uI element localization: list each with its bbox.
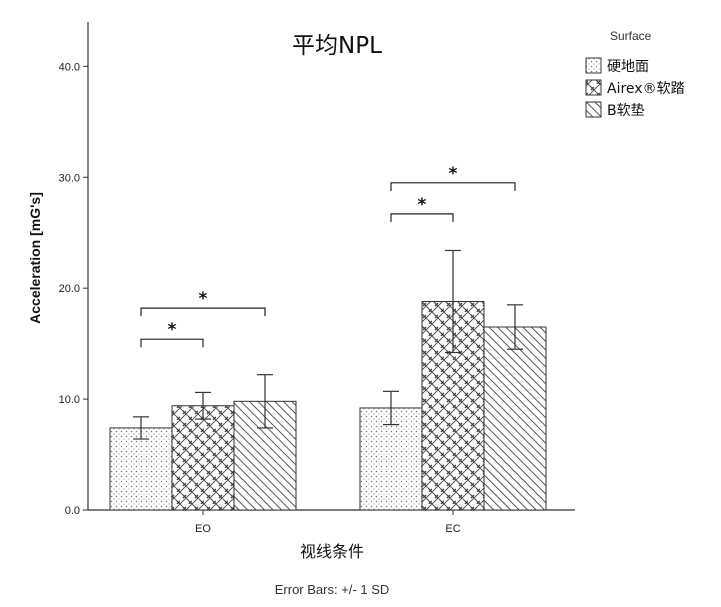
significance-star: * [449, 164, 458, 184]
y-ticks: 0.0 10.0 20.0 30.0 40.0 [59, 61, 88, 517]
y-tick-label: 20.0 [59, 283, 80, 295]
significance-bracket [390, 182, 516, 191]
x-axis-label: 视线条件 [300, 542, 364, 561]
legend-title: Surface [610, 29, 652, 43]
error-bars [133, 249, 523, 440]
significance-brackets: * * * * [140, 164, 516, 348]
x-tick-label: EC [445, 523, 460, 535]
error-bars-note: Error Bars: +/- 1 SD [275, 582, 390, 597]
chart-title: 平均NPL [292, 33, 382, 59]
x-ticks: EO EC [195, 510, 461, 535]
legend-swatch [585, 101, 602, 118]
legend-label: Airex®软踏 [607, 81, 685, 97]
legend-swatch [585, 79, 602, 96]
y-tick-label: 10.0 [59, 394, 80, 406]
bars [109, 300, 547, 511]
legend-swatch [585, 57, 602, 74]
y-tick-label: 30.0 [59, 172, 80, 184]
legend-label: B软垫 [607, 103, 645, 119]
x-tick-label: EO [195, 523, 211, 535]
significance-star: * [199, 289, 208, 309]
significance-bracket [390, 213, 454, 222]
legend: Surface 硬地面 Airex®软踏 B软垫 [585, 29, 685, 119]
bar [109, 427, 173, 511]
significance-star: * [168, 320, 177, 340]
y-tick-label: 0.0 [65, 505, 80, 517]
significance-bracket [140, 338, 204, 348]
y-tick-label: 40.0 [59, 61, 80, 73]
significance-bracket [140, 307, 266, 317]
significance-star: * [418, 195, 427, 215]
legend-label: 硬地面 [607, 59, 649, 75]
bar [171, 405, 235, 511]
y-axis-label: Acceleration [mG's] [27, 192, 43, 324]
bar [483, 326, 547, 511]
